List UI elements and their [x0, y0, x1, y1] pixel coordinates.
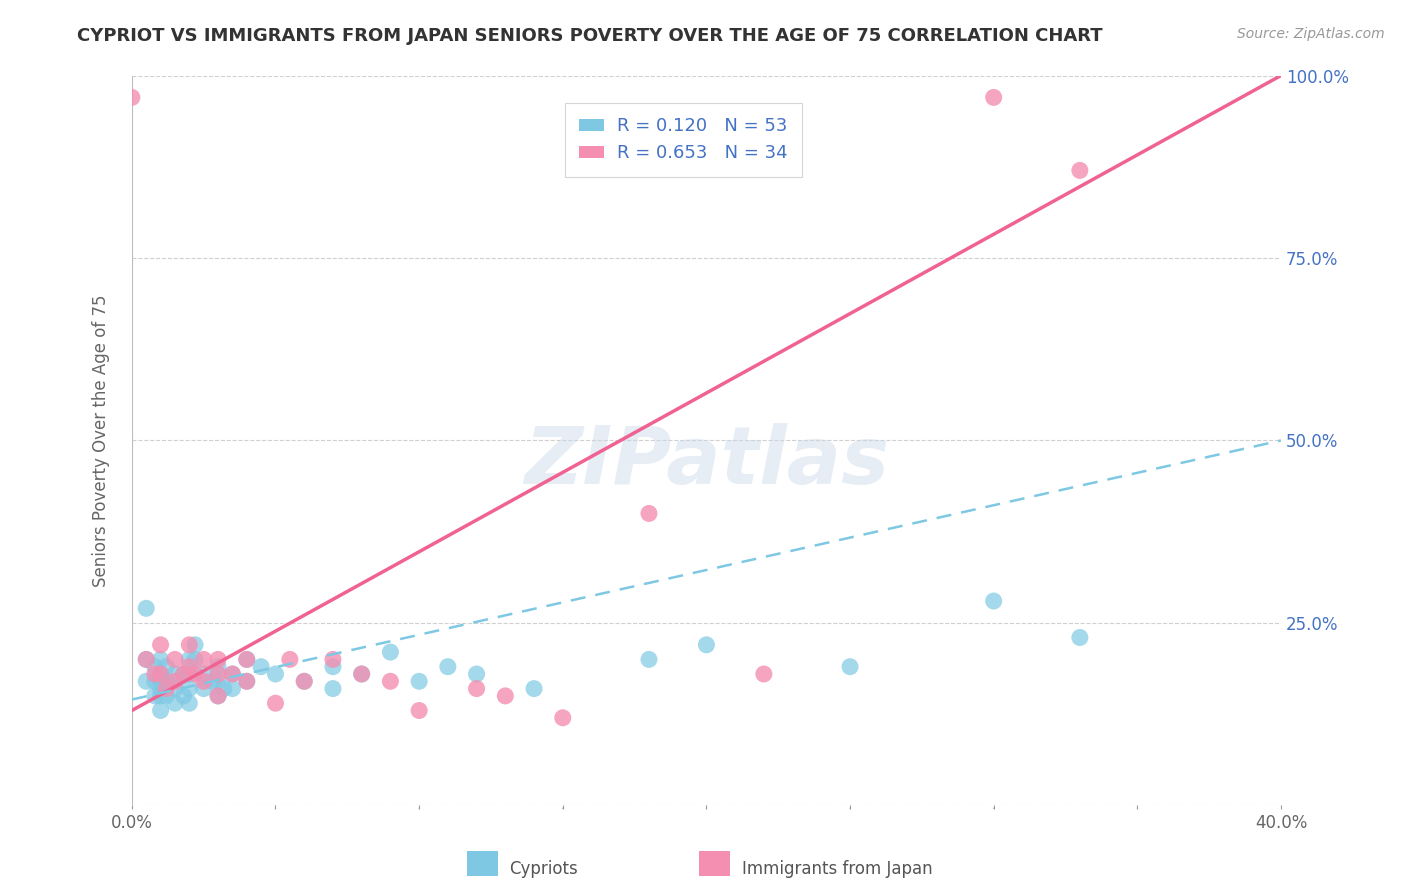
Point: [149, 704, 172, 718]
Point: [408, 674, 430, 689]
Point: [149, 652, 172, 666]
Point: [179, 638, 201, 652]
Point: [184, 667, 207, 681]
Text: Cypriots: Cypriots: [509, 860, 578, 878]
Point: [408, 704, 430, 718]
Point: [155, 689, 177, 703]
Point: [135, 652, 157, 666]
Point: [523, 681, 546, 696]
Point: [121, 90, 143, 104]
Point: [149, 638, 172, 652]
Point: [149, 674, 172, 689]
Point: [221, 681, 243, 696]
Point: [212, 681, 235, 696]
Point: [173, 689, 195, 703]
Point: [179, 681, 201, 696]
Point: [236, 652, 259, 666]
Point: [193, 674, 215, 689]
Point: [292, 674, 315, 689]
Point: [163, 681, 186, 696]
Point: [163, 667, 186, 681]
Point: [322, 652, 344, 666]
Point: [143, 667, 166, 681]
Text: CYPRIOT VS IMMIGRANTS FROM JAPAN SENIORS POVERTY OVER THE AGE OF 75 CORRELATION : CYPRIOT VS IMMIGRANTS FROM JAPAN SENIORS…: [77, 27, 1102, 45]
Point: [163, 652, 186, 666]
Point: [1069, 163, 1091, 178]
Point: [983, 90, 1005, 104]
Point: [278, 652, 301, 666]
Point: [207, 652, 229, 666]
Point: [322, 659, 344, 673]
Point: [350, 667, 373, 681]
Point: [322, 681, 344, 696]
Point: [155, 659, 177, 673]
Point: [236, 674, 259, 689]
Point: [193, 667, 215, 681]
Text: Immigrants from Japan: Immigrants from Japan: [741, 860, 932, 878]
Point: [155, 681, 177, 696]
Point: [207, 667, 229, 681]
Point: [465, 681, 488, 696]
Point: [201, 674, 224, 689]
Point: [207, 689, 229, 703]
Point: [695, 638, 717, 652]
Point: [292, 674, 315, 689]
Point: [179, 696, 201, 710]
Point: [179, 667, 201, 681]
Point: [149, 667, 172, 681]
Point: [163, 696, 186, 710]
Point: [135, 674, 157, 689]
Point: [135, 652, 157, 666]
Point: [638, 507, 661, 521]
Point: [149, 667, 172, 681]
Point: [173, 667, 195, 681]
Point: [264, 667, 287, 681]
Point: [207, 689, 229, 703]
Point: [179, 659, 201, 673]
Point: [143, 674, 166, 689]
Point: [184, 652, 207, 666]
Point: [264, 696, 287, 710]
Point: [250, 659, 273, 673]
Point: [207, 674, 229, 689]
Point: [350, 667, 373, 681]
Text: ZIPatlas: ZIPatlas: [524, 424, 889, 501]
Point: [149, 681, 172, 696]
Point: [135, 601, 157, 615]
Point: [221, 667, 243, 681]
Point: [983, 594, 1005, 608]
Legend: R = 0.120   N = 53, R = 0.653   N = 34: R = 0.120 N = 53, R = 0.653 N = 34: [565, 103, 803, 177]
Point: [752, 667, 775, 681]
Point: [193, 652, 215, 666]
Text: Source: ZipAtlas.com: Source: ZipAtlas.com: [1237, 27, 1385, 41]
Point: [465, 667, 488, 681]
Point: [163, 674, 186, 689]
Point: [173, 667, 195, 681]
Point: [380, 674, 402, 689]
Point: [184, 638, 207, 652]
Point: [380, 645, 402, 659]
Y-axis label: Seniors Poverty Over the Age of 75: Seniors Poverty Over the Age of 75: [93, 294, 110, 587]
Point: [179, 652, 201, 666]
Point: [236, 674, 259, 689]
Point: [494, 689, 516, 703]
Point: [1069, 631, 1091, 645]
Point: [143, 659, 166, 673]
Point: [221, 667, 243, 681]
Point: [839, 659, 862, 673]
Point: [155, 674, 177, 689]
Point: [236, 652, 259, 666]
Point: [551, 711, 574, 725]
Point: [638, 652, 661, 666]
Point: [437, 659, 460, 673]
Point: [193, 681, 215, 696]
Point: [143, 689, 166, 703]
Point: [207, 659, 229, 673]
Point: [149, 689, 172, 703]
